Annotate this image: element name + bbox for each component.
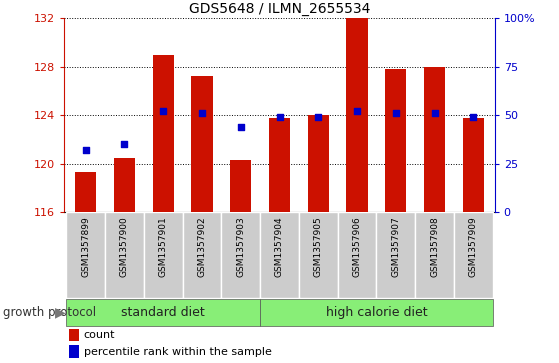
Title: GDS5648 / ILMN_2655534: GDS5648 / ILMN_2655534 (189, 2, 370, 16)
Bar (221, 212, 260, 298)
Bar (347, 18, 368, 212)
Bar (424, 67, 446, 212)
Text: ▶: ▶ (55, 305, 66, 319)
Point (159, 109, 168, 114)
Bar (113, 158, 135, 212)
Bar (385, 69, 406, 212)
Bar (299, 212, 338, 298)
Point (314, 114, 323, 120)
Bar (376, 212, 415, 298)
Bar (183, 212, 221, 298)
Bar (66, 298, 260, 326)
Bar (75, 172, 96, 212)
Point (197, 110, 206, 116)
Bar (307, 115, 329, 212)
Text: high calorie diet: high calorie diet (326, 306, 427, 319)
Text: standard diet: standard diet (121, 306, 205, 319)
Bar (66, 212, 105, 298)
Text: GSM1357901: GSM1357901 (159, 217, 168, 277)
Text: growth protocol: growth protocol (3, 306, 96, 319)
Bar (338, 212, 376, 298)
Text: GSM1357902: GSM1357902 (197, 217, 206, 277)
Text: GSM1357904: GSM1357904 (275, 217, 284, 277)
Text: GSM1357906: GSM1357906 (353, 217, 362, 277)
Text: GSM1357903: GSM1357903 (236, 217, 245, 277)
Text: GSM1357905: GSM1357905 (314, 217, 323, 277)
Bar (260, 298, 493, 326)
Text: count: count (84, 330, 115, 340)
Point (275, 114, 284, 120)
Text: GSM1357907: GSM1357907 (391, 217, 400, 277)
Point (391, 110, 400, 116)
Bar (463, 118, 484, 212)
Point (430, 110, 439, 116)
Point (469, 114, 478, 120)
Bar (230, 160, 252, 212)
Text: GSM1357900: GSM1357900 (120, 217, 129, 277)
Point (120, 142, 129, 147)
Bar (415, 212, 454, 298)
Point (81, 147, 90, 153)
Text: percentile rank within the sample: percentile rank within the sample (84, 347, 272, 356)
Bar (105, 212, 144, 298)
Point (353, 109, 362, 114)
Bar (69, 345, 79, 358)
Bar (153, 54, 174, 212)
Bar (69, 329, 79, 341)
Text: GSM1357899: GSM1357899 (81, 217, 90, 277)
Bar (269, 118, 290, 212)
Bar (260, 212, 299, 298)
Bar (454, 212, 493, 298)
Text: GSM1357908: GSM1357908 (430, 217, 439, 277)
Text: GSM1357909: GSM1357909 (469, 217, 478, 277)
Bar (191, 76, 212, 212)
Bar (144, 212, 183, 298)
Point (236, 124, 245, 130)
